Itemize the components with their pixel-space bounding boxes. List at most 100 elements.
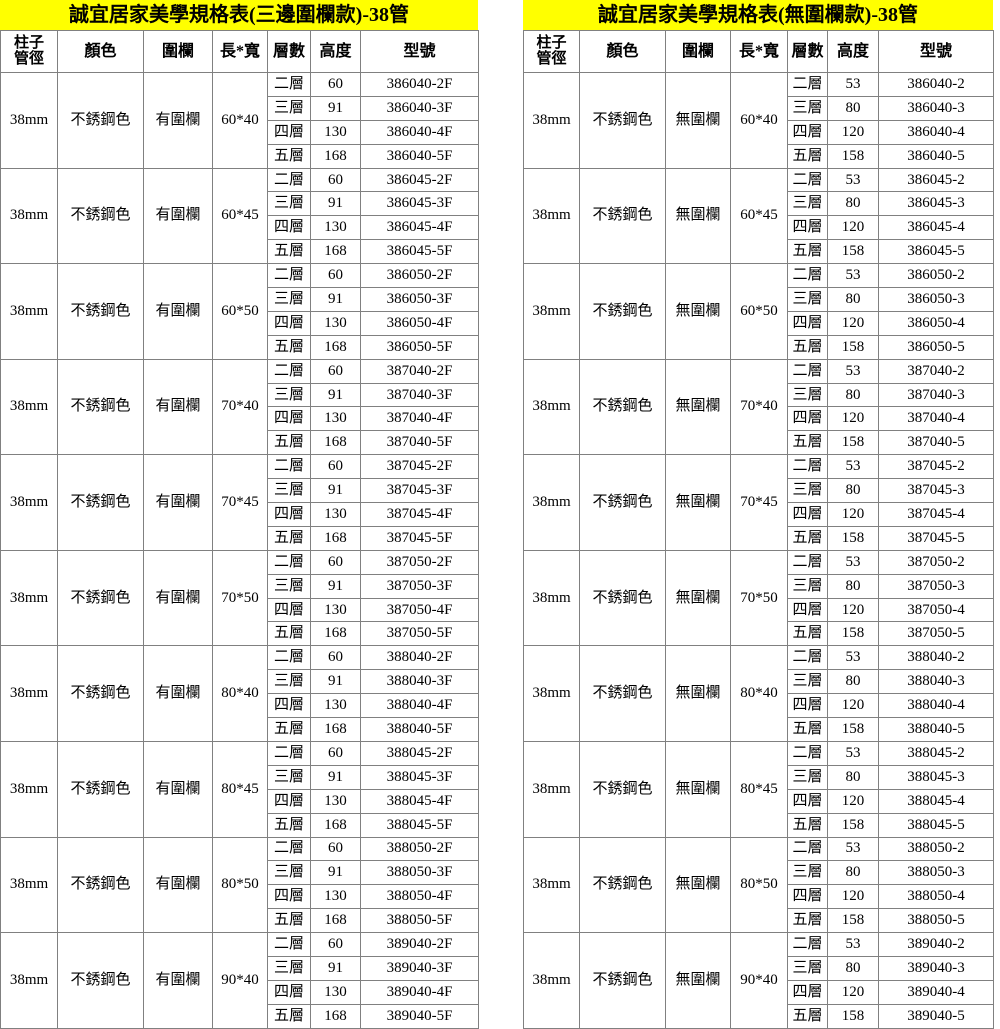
cell-model: 387050-2 xyxy=(878,549,994,575)
cell-model: 387050-4F xyxy=(360,597,479,623)
cell-model: 389040-4 xyxy=(878,979,994,1005)
cell-model: 388045-5F xyxy=(360,812,479,838)
cell-color: 不銹鋼色 xyxy=(579,263,666,360)
table-row: 三層 91 388050-3F xyxy=(1,860,479,886)
cell-height: 120 xyxy=(827,119,879,145)
cell-height: 91 xyxy=(310,573,361,599)
cell-model: 387040-5 xyxy=(878,430,994,456)
cell-layer: 二層 xyxy=(267,645,311,671)
table-row: 38mm 不銹鋼色 無圍欄 70*40 二層 53 387040-2 xyxy=(523,358,994,456)
cell-height: 53 xyxy=(827,167,879,193)
table-row: 38mm 不銹鋼色 無圍欄 80*45 二層 53 388045-2 xyxy=(523,740,994,838)
table-row: 38mm 不銹鋼色 有圍欄 80*40 二層 60 388040-2F xyxy=(0,645,479,742)
cell-layer: 五層 xyxy=(787,621,828,647)
cell-height: 91 xyxy=(310,287,361,312)
col-header-diameter: 柱子 管徑 xyxy=(523,30,580,73)
cell-layer: 五層 xyxy=(267,143,311,169)
table-row: 四層 120 387045-4 xyxy=(524,502,994,527)
col-header-height: 高度 xyxy=(827,30,879,73)
cell-height: 130 xyxy=(310,597,361,623)
cell-model: 386050-4 xyxy=(878,310,994,336)
table-row: 38mm 不銹鋼色 無圍欄 60*40 二層 53 386040-2 xyxy=(523,72,994,169)
cell-height: 53 xyxy=(827,645,879,671)
col-header-fence: 圍欄 xyxy=(665,30,731,73)
cell-diameter: 38mm xyxy=(523,549,580,647)
cell-layer: 二層 xyxy=(787,358,828,384)
cell-layer: 四層 xyxy=(267,884,311,910)
cell-height: 168 xyxy=(310,334,361,360)
cell-height: 168 xyxy=(310,525,361,551)
table-row: 38mm 不銹鋼色 有圍欄 60*50 二層 60 386050-2F xyxy=(0,263,479,360)
cell-layer: 五層 xyxy=(787,143,828,169)
cell-color: 不銹鋼色 xyxy=(57,167,144,265)
table-row: 五層 158 386045-5 xyxy=(524,239,994,265)
cell-model: 388050-5F xyxy=(360,908,479,934)
cell-height: 60 xyxy=(310,836,361,862)
cell-diameter: 38mm xyxy=(523,645,580,742)
cell-diameter: 38mm xyxy=(523,72,580,169)
cell-color: 不銹鋼色 xyxy=(579,358,666,456)
table-row: 五層 168 388050-5F xyxy=(1,908,479,934)
cell-height: 60 xyxy=(310,932,361,957)
cell-height: 91 xyxy=(310,382,361,408)
cell-fence: 無圍欄 xyxy=(665,549,731,647)
cell-model: 388045-5 xyxy=(878,812,994,838)
table-row: 五層 168 386050-5F xyxy=(1,334,479,360)
cell-model: 387045-3 xyxy=(878,478,994,504)
cell-model: 386045-4 xyxy=(878,215,994,241)
cell-height: 60 xyxy=(310,72,361,97)
table-row: 五層 158 387050-5 xyxy=(524,621,994,647)
col-header-color: 顏色 xyxy=(57,30,144,73)
cell-layer: 四層 xyxy=(267,788,311,814)
cell-layer: 五層 xyxy=(787,430,828,456)
table-body: 38mm 不銹鋼色 無圍欄 60*40 二層 53 386040-2 三層 80 386040-3… xyxy=(523,72,994,1029)
cell-model: 387045-5F xyxy=(360,525,479,551)
cell-color: 不銹鋼色 xyxy=(579,932,666,1029)
cell-layer: 五層 xyxy=(267,430,311,456)
cell-color: 不銹鋼色 xyxy=(57,263,144,360)
cell-height: 120 xyxy=(827,215,879,241)
cell-fence: 有圍欄 xyxy=(143,72,213,169)
col-header-fence: 圍欄 xyxy=(143,30,213,73)
cell-model: 388040-2F xyxy=(360,645,479,671)
cell-model: 388045-3 xyxy=(878,764,994,790)
cell-layer: 三層 xyxy=(787,764,828,790)
table-row: 四層 130 386045-4F xyxy=(1,215,479,241)
cell-layer: 二層 xyxy=(267,263,311,289)
panel-title-unfenced: 誠宜居家美學規格表(無圍欄款)-38管 xyxy=(523,0,993,30)
cell-layer: 四層 xyxy=(787,979,828,1005)
table-row: 五層 158 387045-5 xyxy=(524,525,994,551)
cell-layer: 二層 xyxy=(787,645,828,671)
cell-height: 60 xyxy=(310,263,361,289)
cell-diameter: 38mm xyxy=(523,454,580,551)
cell-color: 不銹鋼色 xyxy=(57,645,144,742)
table-row: 五層 168 387050-5F xyxy=(1,621,479,647)
cell-layer: 三層 xyxy=(267,860,311,886)
cell-model: 388050-3F xyxy=(360,860,479,886)
cell-layer: 三層 xyxy=(267,191,311,217)
cell-model: 387045-4F xyxy=(360,502,479,527)
cell-model: 388040-2 xyxy=(878,645,994,671)
cell-layer: 四層 xyxy=(787,502,828,527)
cell-height: 130 xyxy=(310,215,361,241)
cell-height: 53 xyxy=(827,72,879,97)
cell-height: 158 xyxy=(827,812,879,838)
cell-layer: 三層 xyxy=(787,382,828,408)
cell-height: 91 xyxy=(310,478,361,504)
table-row: 38mm 不銹鋼色 無圍欄 80*50 二層 53 388050-2 xyxy=(523,836,994,934)
cell-model: 388045-2F xyxy=(360,740,479,766)
col-header-diameter: 柱子 管徑 xyxy=(0,30,58,73)
table-row: 四層 130 387040-4F xyxy=(1,406,479,432)
cell-layer: 三層 xyxy=(787,669,828,695)
table-row: 38mm 不銹鋼色 有圍欄 70*50 二層 60 387050-2F xyxy=(0,549,479,647)
cell-diameter: 38mm xyxy=(0,263,58,360)
cell-size: 80*50 xyxy=(212,836,268,934)
cell-layer: 四層 xyxy=(267,693,311,719)
cell-diameter: 38mm xyxy=(0,645,58,742)
col-header-color: 顏色 xyxy=(579,30,666,73)
cell-height: 80 xyxy=(827,478,879,504)
cell-model: 389040-2 xyxy=(878,932,994,957)
cell-model: 387045-2 xyxy=(878,454,994,480)
cell-model: 386040-4F xyxy=(360,119,479,145)
cell-layer: 五層 xyxy=(267,908,311,934)
